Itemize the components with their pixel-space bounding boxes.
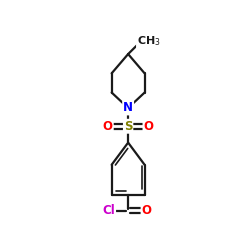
Text: O: O [103, 120, 113, 133]
Text: CH$_3$: CH$_3$ [137, 34, 161, 48]
Text: S: S [124, 120, 132, 133]
Text: O: O [142, 204, 152, 218]
Text: N: N [123, 102, 133, 114]
Text: O: O [144, 120, 154, 133]
Text: Cl: Cl [102, 204, 115, 218]
